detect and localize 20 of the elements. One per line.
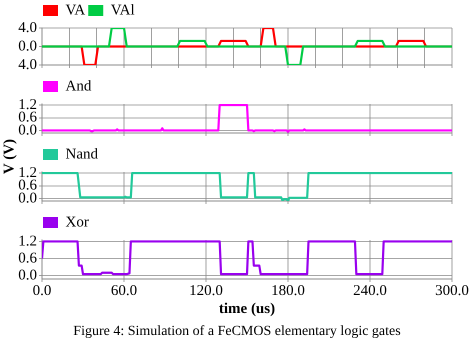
caption: Figure 4: Simulation of a FeCMOS elementary logic gates (72, 324, 402, 340)
x-axis-title: time (us) (218, 300, 276, 317)
x-tick-label: 0.0 (32, 282, 52, 299)
legend-label: Xor (66, 214, 89, 230)
legend-label: Nand (66, 146, 98, 162)
y-axis-title: V (V) (2, 138, 18, 176)
y-tick-label: 4.0 (18, 20, 37, 36)
y-tick-label: 0.6 (18, 250, 38, 266)
legend-label: And (66, 78, 92, 94)
y-tick-label: 0.0 (18, 38, 37, 54)
legend-label: VAl (110, 2, 135, 18)
legend-label: VA (66, 2, 86, 18)
x-tick-label: 180.0 (271, 282, 305, 299)
y-tick-label: 0.0 (18, 268, 37, 284)
x-tick-label: 60.0 (110, 282, 138, 299)
y-tick-label: 1.2 (18, 233, 37, 250)
y-tick-label: 4.0 (18, 56, 37, 73)
x-tick-label: 120.0 (189, 282, 223, 299)
x-tick-label: 240.0 (353, 282, 387, 299)
x-tick-label: 300.0 (435, 282, 469, 299)
